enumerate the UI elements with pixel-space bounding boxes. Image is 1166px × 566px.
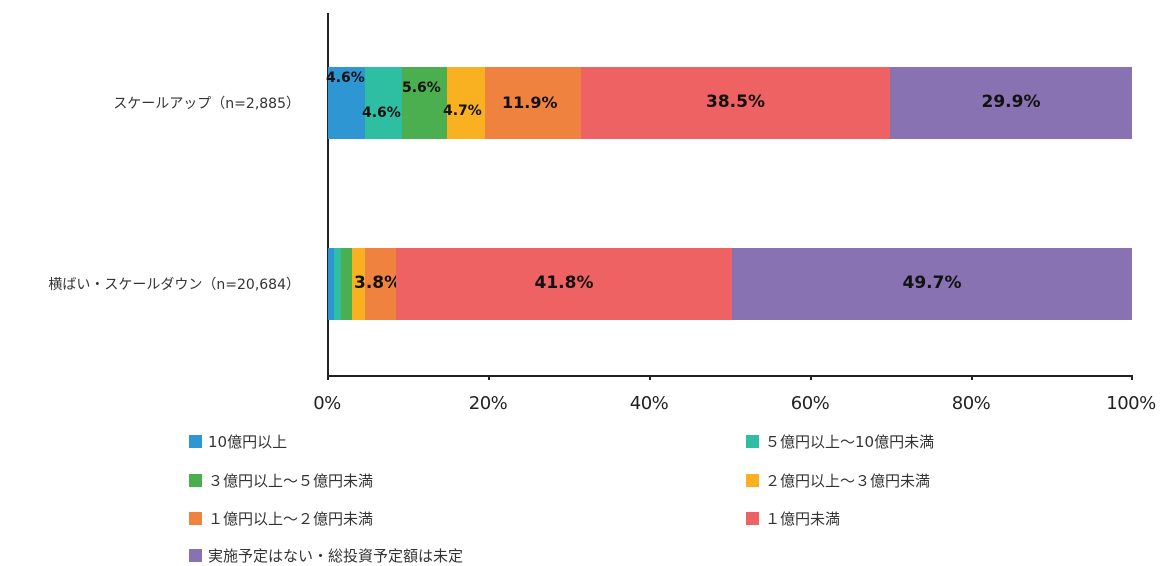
segment-value-label: 38.5% [706, 92, 765, 112]
legend-label: 10億円以上 [208, 433, 288, 451]
legend-label: ３億円以上～５億円未満 [208, 472, 374, 490]
x-tick-label: 20% [468, 393, 508, 414]
legend-label: １億円未満 [765, 510, 841, 528]
x-tick-label: 40% [629, 393, 669, 414]
segment-value-label: 29.9% [981, 92, 1041, 112]
legend-swatch-icon [189, 512, 202, 525]
segment-10oku-plus [328, 248, 334, 320]
segment-value-label: 3.8% [354, 273, 402, 293]
legend-item-undecided: 実施予定はない・総投資予定額は未定 [189, 545, 463, 566]
segment-1-2oku: 3.8% [354, 248, 401, 320]
x-tick-label: 80% [951, 393, 991, 414]
segment-5-10oku [334, 248, 341, 320]
legend-label: １億円以上～２億円未満 [208, 510, 374, 528]
legend-item-3-5oku: ３億円以上～５億円未満 [189, 470, 373, 491]
legend-swatch-icon [746, 435, 759, 448]
legend-item-1-2oku: １億円以上～２億円未満 [189, 508, 373, 529]
segment-undecided: 49.7% [732, 248, 1132, 320]
segment-10oku-plus: 4.6% [326, 67, 365, 139]
segment-undecided: 29.9% [890, 67, 1132, 139]
x-tick-label: 60% [790, 393, 830, 414]
category-label-scale-up: スケールアップ（n=2,885） [113, 96, 300, 112]
segment-1-2oku: 11.9% [485, 67, 581, 139]
legend-swatch-icon [746, 474, 759, 487]
segment-2-3oku: 4.7% [443, 67, 485, 139]
x-tick [649, 375, 651, 380]
x-tick [971, 375, 973, 380]
legend-swatch-icon [189, 474, 202, 487]
category-label-flat-scale-down: 横ばい・スケールダウン（n=20,684） [48, 277, 300, 293]
segment-value-label: 41.8% [534, 273, 594, 293]
legend-label: 実施予定はない・総投資予定額は未定 [208, 547, 464, 565]
legend-item-2-3oku: ２億円以上～３億円未満 [746, 470, 930, 491]
segment-under-1oku: 38.5% [581, 67, 890, 139]
legend-label: ５億円以上～10億円未満 [765, 433, 935, 451]
segment-under-1oku: 41.8% [396, 248, 732, 320]
segment-2-3oku [352, 248, 365, 320]
x-tick [810, 375, 812, 380]
segment-value-label: 4.6% [326, 70, 365, 86]
legend-label: ２億円以上～３億円未満 [765, 472, 931, 490]
segment-value-label: 5.6% [402, 80, 441, 96]
legend-item-10oku-plus: 10億円以上 [189, 431, 287, 452]
legend-swatch-icon [189, 549, 202, 562]
legend-swatch-icon [189, 435, 202, 448]
legend-item-under-1oku: １億円未満 [746, 508, 840, 529]
x-tick-label: 100% [1106, 393, 1156, 414]
x-tick [327, 375, 329, 380]
segment-5-10oku: 4.6% [362, 67, 402, 139]
y-axis-line [327, 13, 329, 376]
segment-value-label: 4.7% [443, 103, 482, 119]
segment-value-label: 4.6% [362, 105, 401, 121]
segment-3-5oku: 5.6% [402, 67, 447, 139]
x-tick [488, 375, 490, 380]
x-axis-line [327, 375, 1133, 377]
x-tick-label: 0% [313, 393, 341, 414]
legend-item-5-10oku: ５億円以上～10億円未満 [746, 431, 934, 452]
bar-scale-up: 4.6% 4.6% 5.6% 4.7% 11.9% 38.5% 29.9% [326, 67, 1132, 139]
x-tick [1131, 375, 1133, 380]
bar-flat-scale-down: 3.8% 41.8% 49.7% [328, 248, 1132, 320]
segment-3-5oku [341, 248, 352, 320]
segment-value-label: 11.9% [502, 93, 558, 112]
legend-swatch-icon [746, 512, 759, 525]
segment-value-label: 49.7% [902, 273, 962, 293]
